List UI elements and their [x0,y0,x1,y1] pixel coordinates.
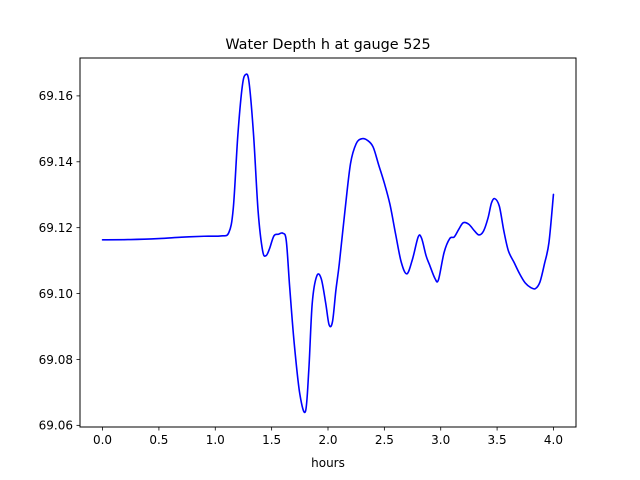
y-tick-label: 69.12 [39,221,73,235]
x-tick-label: 4.0 [544,433,563,447]
x-tick-label: 1.0 [206,433,225,447]
x-tick-label: 0.5 [149,433,168,447]
y-tick-label: 69.16 [39,89,73,103]
x-tick-label: 2.0 [318,433,337,447]
y-tick-label: 69.10 [39,287,73,301]
y-tick-label: 69.14 [39,155,73,169]
plot-area-frame [79,57,577,428]
chart-title: Water Depth h at gauge 525 [225,37,430,53]
x-tick-label: 1.5 [262,433,281,447]
series-line-0 [101,73,555,414]
y-tick-label: 69.08 [39,353,73,367]
y-tick-label: 69.06 [39,419,73,433]
x-tick-label: 3.0 [431,433,450,447]
x-axis-label: hours [311,456,345,470]
x-tick-label: 2.5 [375,433,394,447]
x-tick-label: 0.0 [93,433,112,447]
x-tick-label: 3.5 [488,433,507,447]
